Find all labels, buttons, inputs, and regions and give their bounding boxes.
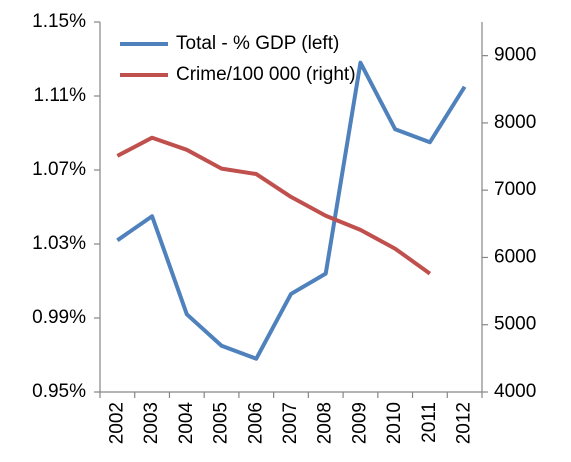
y-tick-label: 1.11% <box>34 85 87 106</box>
x-tick-label: 2004 <box>176 402 197 445</box>
legend-label: Crime/100 000 (right) <box>176 64 356 85</box>
x-tick-label: 2012 <box>454 402 475 444</box>
y-tick-label: 1.15% <box>32 11 86 32</box>
y2-tick-label: 4000 <box>494 381 536 402</box>
x-tick-label: 2002 <box>106 402 127 444</box>
y2-tick-label: 5000 <box>494 314 536 335</box>
y-tick-label: 1.07% <box>32 159 86 180</box>
y-tick-label: 0.95% <box>32 381 86 402</box>
legend-label: Total - % GDP (left) <box>176 33 339 54</box>
y2-tick-label: 6000 <box>494 246 536 267</box>
series-line <box>116 135 432 276</box>
x-tick-label: 2007 <box>280 402 301 444</box>
series-line <box>116 60 467 361</box>
x-tick-label: 2003 <box>141 402 162 444</box>
y2-tick-label: 8000 <box>494 112 536 133</box>
x-tick-label: 2011 <box>419 402 440 443</box>
x-tick-label: 2006 <box>245 402 266 444</box>
x-tick-label: 2009 <box>349 402 370 444</box>
x-tick-label: 2008 <box>315 402 336 444</box>
x-tick-label: 2010 <box>384 402 405 444</box>
x-tick-label: 2005 <box>211 402 232 444</box>
y-tick-label: 1.03% <box>32 233 86 254</box>
y-tick-label: 0.99% <box>32 307 86 328</box>
y2-tick-label: 9000 <box>494 45 536 66</box>
y2-tick-label: 7000 <box>494 179 536 200</box>
